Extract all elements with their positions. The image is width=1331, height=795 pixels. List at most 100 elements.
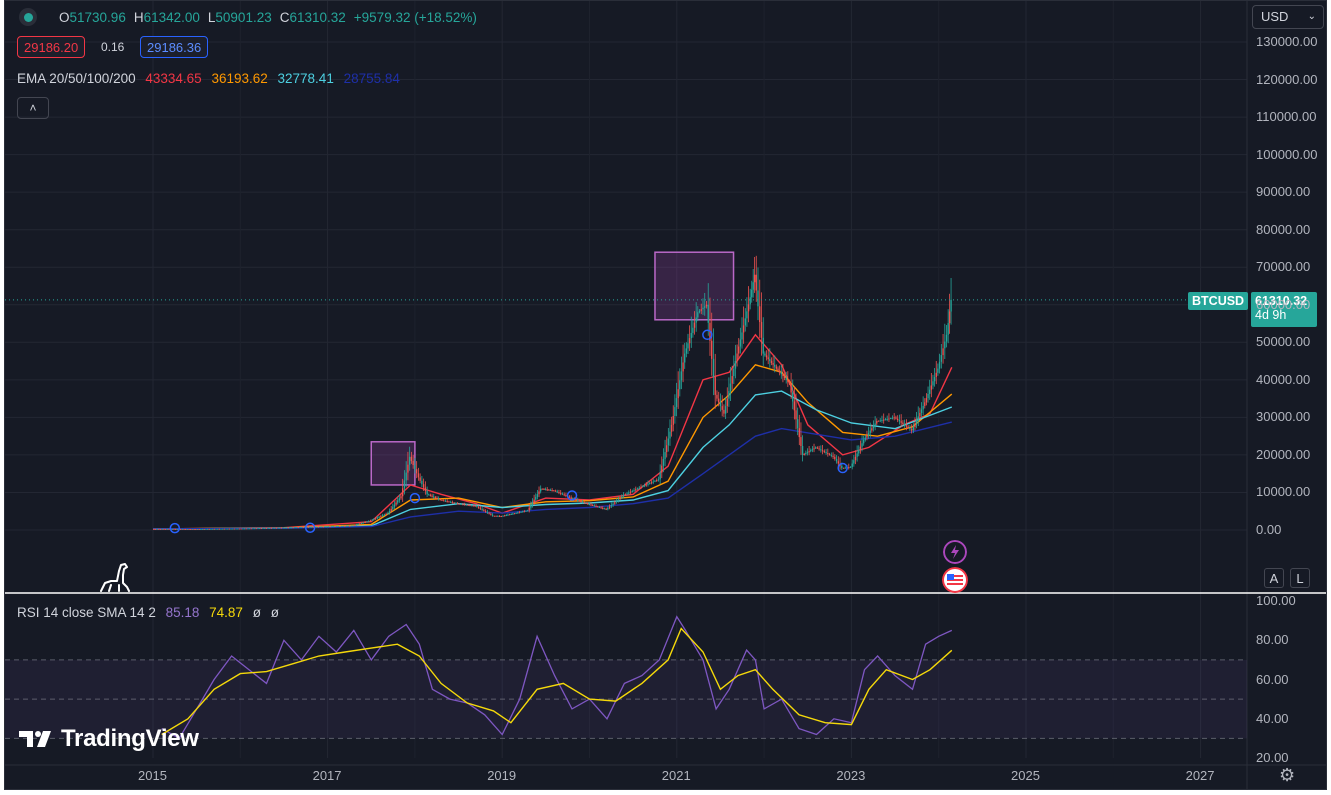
candle-body [593,505,596,507]
candle-body [332,526,335,528]
chart-canvas[interactable] [5,1,1327,790]
candle-body [633,490,635,492]
candle-body [752,282,754,290]
candle-body [405,472,407,481]
currency-select[interactable]: USD ⌄ [1252,5,1324,29]
candle-body [159,528,162,530]
candle-body [764,353,766,356]
us-flag-event-icon[interactable] [942,567,968,593]
candle-body [816,447,819,449]
candle-body [640,486,642,488]
candle-body [622,495,625,497]
candle-body [275,527,278,529]
candle-body [695,317,697,323]
candle-body [920,409,923,413]
candle-body [426,490,428,495]
candle-body [481,508,483,510]
candle-body [700,309,702,311]
rsi-legend[interactable]: RSI 14 close SMA 14 2 85.18 74.87 ø ø [17,605,285,620]
collapse-legend-button[interactable]: ˄ [17,97,49,119]
candle-body [190,529,192,531]
candle-body [163,528,165,530]
candle-body [909,427,911,430]
buy-button[interactable]: 29186.36 [140,36,209,58]
candle-body [682,362,684,372]
candle-body [775,366,778,369]
candle-body [767,357,769,360]
candle-body [792,392,794,402]
dino-icon[interactable] [97,561,133,593]
ema-line [152,333,953,530]
candle-body [474,505,476,507]
candle-body [444,500,447,502]
candle-body [285,527,288,529]
candle-body [451,502,454,504]
candle-body [535,496,537,500]
chart-frame[interactable]: O 51730.96 H 61342.00 L 50901.23 C 61310… [4,0,1327,790]
candle-body [572,498,574,500]
symbol-status-icon[interactable] [19,8,37,26]
tradingview-logo[interactable]: TradingView [19,725,199,753]
candle-body [825,452,827,454]
candle-body [612,503,614,506]
candle-body [462,504,464,506]
auto-scale-button[interactable]: A [1264,568,1284,588]
candle-body [538,491,540,495]
candle-body [335,526,338,528]
candle-body [670,424,673,432]
candle-body [376,517,379,519]
candle-body [664,452,666,459]
candle-body [302,527,304,529]
candle-body [707,304,709,323]
settings-gear-icon[interactable]: ⚙ [1279,765,1296,785]
candle-body [263,527,266,529]
candle-body [903,423,906,426]
candle-body [624,494,626,496]
candle-body [410,456,413,461]
candle-body [397,500,399,503]
candle-body [225,528,227,530]
candle-body [408,456,411,465]
candle-body [874,423,876,426]
candle-body [456,503,459,505]
candle-body [449,501,452,503]
candle-body [421,480,423,485]
candle-body [778,370,781,373]
candle-body [563,494,565,496]
event-marker [702,329,713,341]
candle-body [491,514,494,516]
candle-body [692,327,694,333]
candle-body [652,481,654,483]
candle-body [813,448,815,450]
lightning-event-icon[interactable] [943,540,967,564]
sell-button[interactable]: 29186.20 [17,36,86,58]
candle-body [206,528,209,530]
candle-body [257,528,259,530]
price-axis-label: 20000.00 [1256,446,1311,462]
candle-body [879,420,881,422]
candle-body [554,490,557,492]
price-axis-label: 110000.00 [1256,109,1317,125]
time-axis-label: 2027 [1185,768,1215,783]
candle-body [220,528,222,530]
candle-body [493,515,496,517]
candle-body [528,507,530,511]
candle-body [808,451,810,453]
candle-body [521,511,524,513]
candle-body [780,372,782,375]
candle-body [688,338,691,344]
candle-body [647,483,649,485]
ema-legend[interactable]: EMA 20/50/100/200 43334.65 36193.62 3277… [17,71,406,86]
candle-body [803,453,805,455]
ohlc-high-key: H [133,9,144,25]
candle-body [260,528,262,530]
log-scale-button[interactable]: L [1290,568,1310,588]
candle-body [788,381,791,384]
candle-body [568,496,571,498]
candle-body [168,528,170,530]
candle-body [685,348,688,354]
candle-body [434,497,437,499]
candle-body [783,376,786,378]
candle-body [631,490,633,492]
candle-body [267,527,269,529]
